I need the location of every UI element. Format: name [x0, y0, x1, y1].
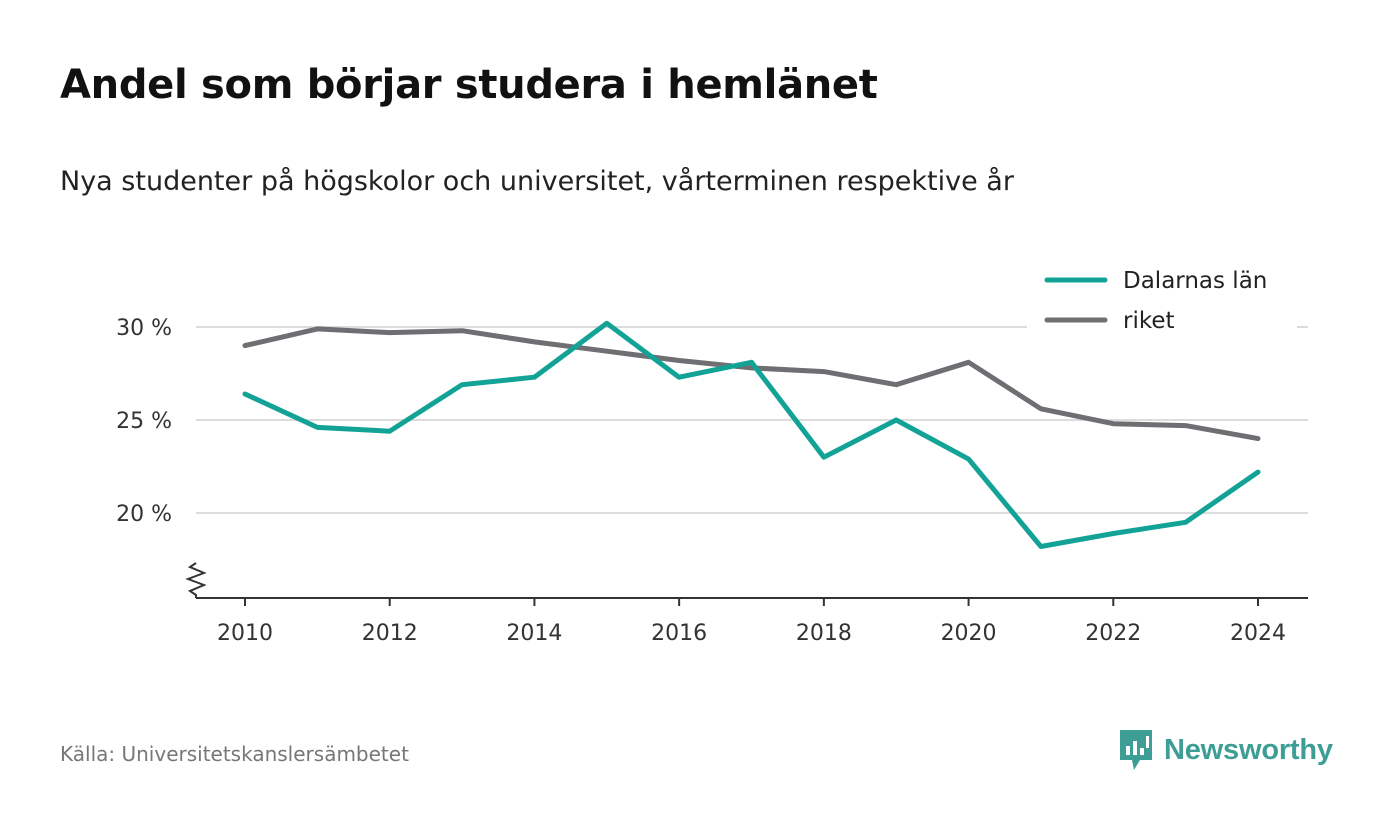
axis-break-icon — [185, 562, 207, 598]
y-tick-label: 20 % — [116, 502, 172, 527]
brand-name: Newsworthy — [1164, 733, 1333, 766]
brand-logo: Newsworthy — [1118, 728, 1333, 772]
y-tick-label: 25 % — [116, 409, 172, 434]
legend-label: riket — [1123, 308, 1175, 334]
chart-title: Andel som börjar studera i hemlänet — [60, 62, 878, 108]
series-line — [242, 326, 1261, 442]
chart-subtitle: Nya studenter på högskolor och universit… — [60, 166, 1014, 197]
y-tick-label: 30 % — [116, 316, 172, 341]
legend-background — [1027, 258, 1297, 344]
x-tick-label: 2022 — [1085, 621, 1141, 646]
x-tick-label: 2010 — [217, 621, 273, 646]
x-tick-label: 2018 — [796, 621, 852, 646]
legend-label: Dalarnas län — [1123, 268, 1267, 294]
series-line — [242, 320, 1261, 549]
x-tick-label: 2014 — [506, 621, 562, 646]
x-tick-label: 2024 — [1230, 621, 1286, 646]
source-note: Källa: Universitetskanslersämbetet — [60, 742, 409, 766]
x-tick-label: 2016 — [651, 621, 707, 646]
x-tick-label: 2012 — [362, 621, 418, 646]
newsworthy-logo-icon — [1120, 730, 1152, 770]
x-tick-label: 2020 — [941, 621, 997, 646]
line-chart: 20 % 25 % 30 % 2010 2012 2014 2016 2018 2020 2022… — [116, 258, 1308, 646]
